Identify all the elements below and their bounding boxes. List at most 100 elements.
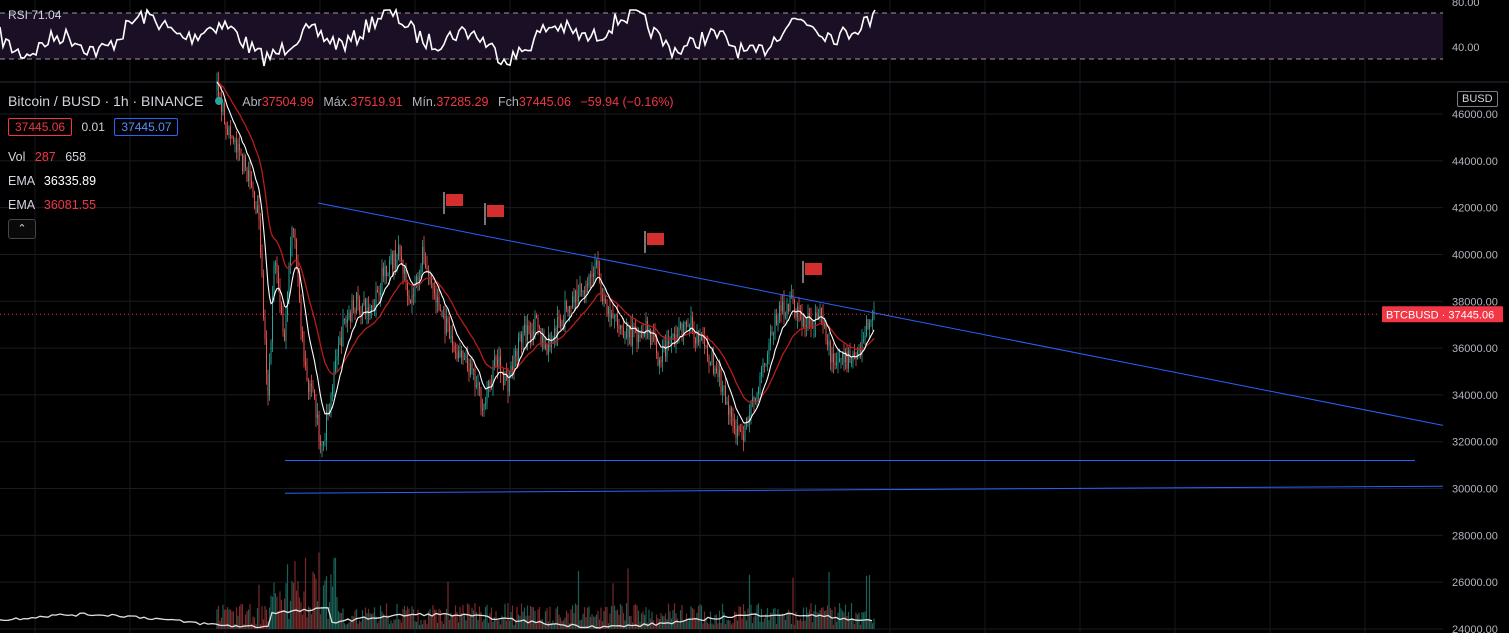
ema-fast-value: 36335.89 [43, 174, 97, 188]
volume-bar [447, 581, 449, 629]
candle-body [738, 426, 740, 431]
candle-body [564, 301, 566, 321]
volume-legend[interactable]: Vol 287 658 [8, 150, 86, 164]
candle-body [404, 267, 405, 274]
change-value: −59.94 (−0.16%) [580, 95, 674, 109]
candle-body [258, 205, 260, 221]
candle-body [672, 333, 674, 337]
candle-body [500, 356, 501, 373]
volume-bar [873, 618, 875, 629]
candle-body [549, 335, 551, 348]
candle-body [621, 325, 623, 329]
candle-body [282, 313, 284, 333]
volume-bar [372, 613, 374, 629]
volume-bar [277, 611, 280, 629]
volume-bar [349, 620, 352, 629]
candle-body [390, 254, 392, 261]
candle-body [639, 334, 641, 338]
volume-bar [811, 622, 814, 629]
candle-body [650, 329, 651, 345]
buy-button[interactable]: 37445.07 [114, 118, 179, 136]
candle-body [845, 351, 846, 363]
volume-bar [760, 608, 763, 629]
candle-body [222, 103, 224, 112]
volume-bar [573, 613, 575, 629]
volume-bar [262, 619, 265, 629]
volume-bar [673, 603, 676, 629]
candle-body [411, 295, 413, 303]
volume-bar [654, 624, 656, 629]
candle-body [780, 305, 782, 312]
volume-bar [738, 606, 740, 629]
candle-body [330, 394, 332, 410]
volume-bar [483, 619, 485, 629]
candle-body [600, 281, 602, 295]
currency-badge[interactable]: BUSD [1457, 91, 1498, 107]
candle-body [789, 295, 791, 312]
candle-body [318, 414, 320, 442]
y-tick-label: 36000.00 [1452, 343, 1498, 355]
volume-bar [730, 624, 733, 629]
volume-bar [661, 615, 664, 629]
volume-bar [832, 624, 835, 629]
volume-bar [646, 622, 649, 629]
candle-body [719, 369, 720, 378]
volume-bar [300, 602, 302, 629]
candle-body [386, 265, 387, 276]
volume-bar [384, 617, 386, 629]
candle-body [734, 421, 735, 429]
candle-body [668, 340, 669, 345]
candle-body [465, 355, 467, 359]
candle-body [591, 273, 593, 277]
open-value: 37504.99 [261, 95, 314, 109]
volume-bar [399, 619, 401, 629]
candle-body [216, 81, 218, 91]
volume-bar [409, 615, 412, 629]
candle-body [389, 260, 390, 275]
candle-body [315, 398, 317, 418]
volume-bar [238, 606, 241, 629]
volume-bar [754, 612, 757, 629]
volume-bar [756, 605, 758, 629]
candle-body [617, 315, 618, 327]
volume-bar [289, 601, 292, 629]
ema-fast-legend[interactable]: EMA 36335.89 [8, 174, 96, 188]
volume-bar [592, 616, 595, 629]
candle-body [615, 315, 617, 317]
volume-bar [417, 609, 419, 629]
candle-body [645, 321, 647, 336]
candle-body [647, 321, 648, 331]
volume-bar [444, 613, 446, 629]
candle-body [659, 359, 660, 366]
volume-bar [871, 623, 874, 629]
volume-bar [660, 613, 662, 629]
sell-button[interactable]: 37445.06 [8, 118, 73, 136]
volume-bar [628, 616, 631, 629]
high-value: 37519.91 [350, 95, 403, 109]
candle-body [479, 382, 480, 389]
volume-bar [432, 605, 434, 629]
volume-bar [627, 568, 629, 629]
ema-slow-legend[interactable]: EMA 36081.55 [8, 198, 96, 212]
collapse-legend-button[interactable]: ⌃ [8, 219, 36, 239]
volume-bar [600, 607, 602, 629]
candle-body [801, 314, 803, 327]
volume-bar [322, 585, 325, 629]
candle-body [756, 393, 758, 398]
candle-body [342, 319, 344, 347]
volume-bar [789, 611, 791, 629]
volume-bar [511, 605, 514, 629]
volume-bar [513, 624, 515, 629]
volume-bar [520, 603, 523, 629]
volume-bar [330, 574, 332, 629]
open-label: Abr [242, 95, 262, 109]
candle-body [690, 316, 692, 325]
volume-bar [337, 611, 340, 629]
red-flag-icon [487, 205, 504, 217]
candle-body [446, 318, 447, 334]
candle-body [714, 368, 716, 374]
candle-body [723, 386, 725, 388]
volume-bar [733, 611, 736, 629]
symbol-title[interactable]: Bitcoin / BUSD · 1h · BINANCE [8, 93, 204, 109]
